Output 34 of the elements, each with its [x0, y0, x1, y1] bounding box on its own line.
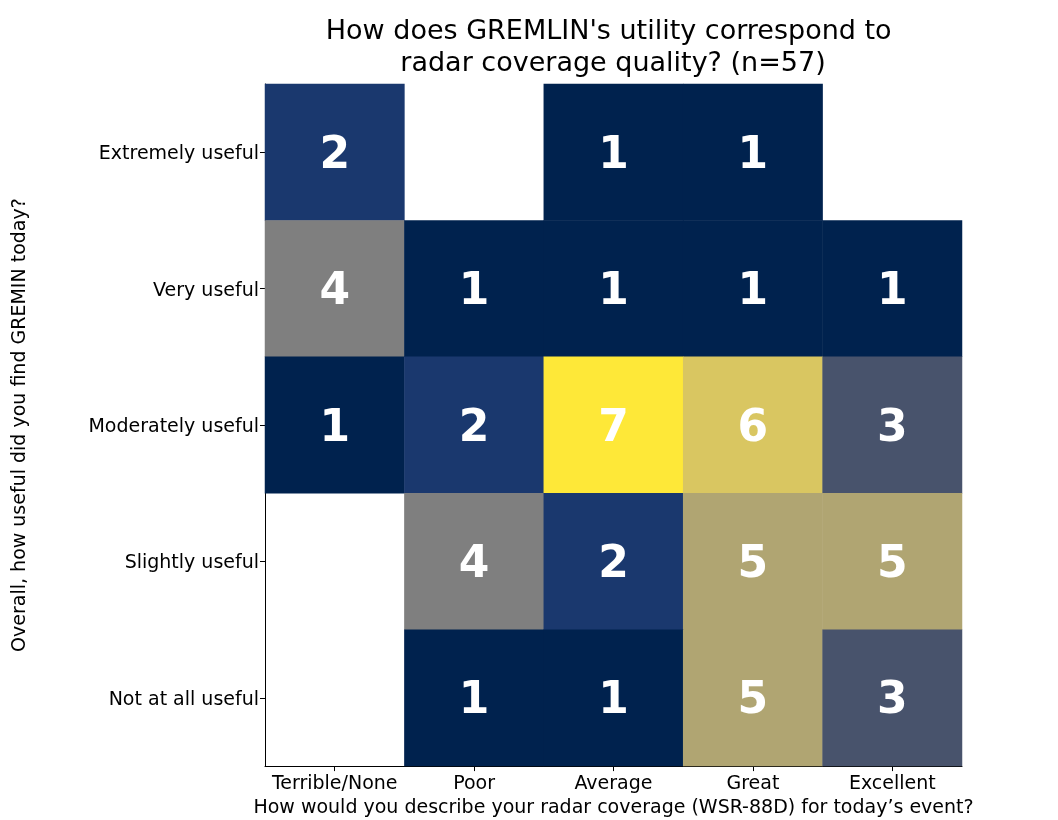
data-label: 3 [876, 399, 908, 451]
data-label: 5 [737, 535, 769, 587]
data-label: 6 [737, 399, 769, 451]
data-label: 1 [598, 126, 629, 178]
x-tick-label: Poor [453, 770, 496, 793]
data-label: 7 [598, 399, 629, 451]
data-label: 1 [737, 263, 769, 315]
data-label: 1 [737, 126, 769, 178]
data-label: 1 [319, 399, 351, 451]
chart-title: How does GREMLIN's utility correspond to radar coverage quality? (n=57) [325, 13, 901, 77]
data-label: 4 [319, 263, 351, 315]
data-label: 2 [598, 535, 629, 587]
x-tick-label: Excellent [848, 770, 936, 793]
data-label: 4 [458, 535, 490, 587]
y-tick-label: Very useful [153, 277, 259, 300]
x-tick-label: Great [726, 770, 780, 793]
data-label: 5 [876, 535, 908, 587]
y-tick-label: Not at all useful [108, 686, 259, 709]
data-label: 1 [876, 263, 908, 315]
data-label: 1 [598, 672, 629, 724]
data-label: 1 [598, 263, 629, 315]
y-tick-label: Moderately useful [88, 414, 259, 437]
y-tick-label: Slightly useful [124, 550, 259, 573]
data-label: 1 [458, 263, 490, 315]
data-label: 1 [458, 672, 490, 724]
data-label: 3 [876, 672, 908, 724]
y-axis-title: Overall, how useful did you find GREMIN today? [6, 198, 29, 652]
y-tick-label: Extremely useful [98, 141, 259, 164]
data-label: 5 [737, 672, 769, 724]
x-tick-label: Average [574, 770, 653, 793]
x-axis-title: How would you describe your radar coverage (WSR-88D) for today’s event? [253, 794, 974, 817]
data-label: 2 [458, 399, 490, 451]
x-tick-label: Terrible/None [270, 770, 398, 793]
data-label: 2 [319, 126, 351, 178]
